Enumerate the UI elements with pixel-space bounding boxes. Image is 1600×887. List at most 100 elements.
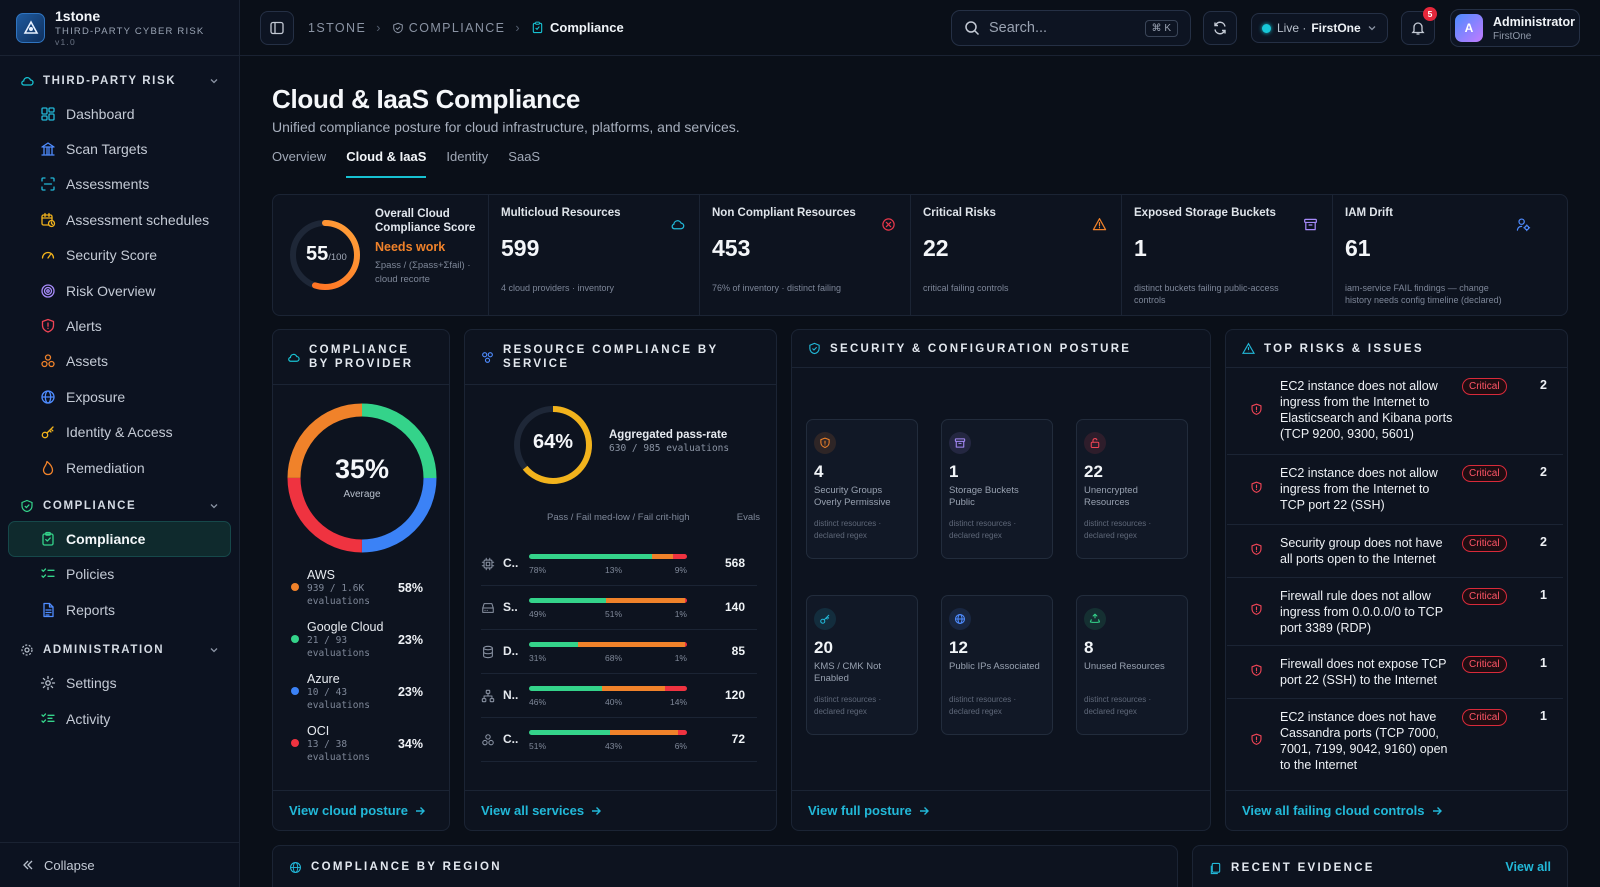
sidebar-item-exposure[interactable]: Exposure (0, 379, 239, 414)
view-all-evidence-link[interactable]: View all (1505, 860, 1551, 874)
sidebar-item-reports[interactable]: Reports (0, 592, 239, 627)
kpi-card-iam-drift[interactable]: IAM Drift 61 iam-service FAIL findings — c… (1333, 195, 1545, 315)
toggle-sidebar-button[interactable] (260, 10, 294, 45)
warning-triangle-icon (1242, 342, 1255, 354)
search-input[interactable]: Search... ⌘ K (951, 10, 1191, 46)
sidebar-item-settings[interactable]: Settings (0, 665, 239, 700)
tab-cloud-iaas[interactable]: Cloud & IaaS (346, 149, 427, 178)
sidebar-item-policies[interactable]: Policies (0, 557, 239, 592)
risk-item[interactable]: Firewall does not expose TCP port 22 (SS… (1227, 646, 1563, 699)
provider-row-aws[interactable]: AWS 939 / 1.6K evaluations 58% (291, 568, 423, 608)
service-row[interactable]: D.. 31% 68% 1% 85 (481, 630, 757, 674)
environment-selector[interactable]: Live · FirstOne (1251, 13, 1388, 43)
bar-segment-fail-med-low (605, 598, 686, 603)
provider-row-oci[interactable]: OCI 13 / 38 evaluations 34% (291, 724, 423, 764)
section-compliance[interactable]: COMPLIANCE (0, 495, 239, 517)
panel-title: TOP RISKS & ISSUES (1264, 342, 1424, 355)
breadcrumb-root[interactable]: 1STONE (308, 20, 367, 35)
posture-tile-security-groups-overly-permissive[interactable]: 4 Security Groups Overly Permissive distin… (806, 419, 918, 559)
posture-tile-kms-cmk-not-enabled[interactable]: 20 KMS / CMK Not Enabled distinct resource… (806, 595, 918, 735)
risk-count: 1 (1540, 588, 1547, 602)
avatar: A (1455, 14, 1483, 42)
risk-count: 2 (1540, 465, 1547, 479)
section-third-party-risk[interactable]: THIRD-PARTY RISK (0, 70, 239, 92)
brand-logo-icon[interactable] (16, 12, 46, 43)
service-label: C.. (503, 556, 519, 570)
sidebar-item-security-score[interactable]: Security Score (0, 238, 239, 273)
kpi-value: 22 (923, 235, 949, 261)
risk-text: Security group does not have all ports o… (1280, 536, 1443, 566)
service-evals: 85 (731, 644, 745, 658)
sidebar-item-assessment-schedules[interactable]: Assessment schedules (0, 202, 239, 237)
sidebar-item-alerts[interactable]: Alerts (0, 308, 239, 343)
risk-item[interactable]: EC2 instance does not have Cassandra por… (1227, 699, 1563, 785)
x-circle-icon (882, 218, 895, 231)
overall-score-card[interactable]: 55 /100 Overall Cloud Compliance Score N… (273, 195, 489, 315)
brand-version: v1.0 (55, 36, 76, 47)
pass-rate-gauge (514, 406, 592, 484)
tab-saas[interactable]: SaaS (508, 149, 541, 164)
risk-item[interactable]: EC2 instance does not allow ingress from… (1227, 368, 1563, 455)
service-row[interactable]: C.. 51% 43% 6% 72 (481, 718, 757, 762)
kpi-card-non-compliant-resources[interactable]: Non Compliant Resources 453 76% of invento… (700, 195, 911, 315)
view-all-services-link[interactable]: View all services (465, 790, 776, 830)
pass-rate-sub: 630 / 985 evaluations (609, 443, 730, 454)
sidebar-item-dashboard[interactable]: Dashboard (0, 96, 239, 131)
provider-row-azure[interactable]: Azure 10 / 43 evaluations 23% (291, 672, 423, 712)
breadcrumb-compliance[interactable]: COMPLIANCE (408, 20, 506, 35)
breadcrumb: 1STONE › COMPLIANCE › (308, 21, 531, 35)
sidebar-item-identity-access[interactable]: Identity & Access (0, 415, 239, 450)
posture-tile-unencrypted-resources[interactable]: 22 Unencrypted Resources distinct resource… (1076, 419, 1188, 559)
view-all-failing-controls-link[interactable]: View all failing cloud controls (1226, 790, 1567, 830)
risk-count: 2 (1540, 378, 1547, 392)
fail-med-percent: 40% (605, 697, 623, 707)
sidebar-item-activity[interactable]: Activity (0, 701, 239, 736)
sidebar-item-risk-overview[interactable]: Risk Overview (0, 273, 239, 308)
provider-row-google-cloud[interactable]: Google Cloud 21 / 93 evaluations 23% (291, 620, 423, 660)
view-full-posture-link[interactable]: View full posture (792, 790, 1210, 830)
kpi-card-exposed-storage-buckets[interactable]: Exposed Storage Buckets 1 distinct buckets… (1122, 195, 1333, 315)
panel-title: RESOURCE COMPLIANCE BY SERVICE (503, 344, 719, 370)
service-row[interactable]: S.. 49% 51% 1% 140 (481, 586, 757, 630)
notifications-button[interactable]: 5 (1401, 7, 1437, 45)
tab-overview[interactable]: Overview (272, 149, 327, 164)
service-row[interactable]: N.. 46% 40% 14% 120 (481, 674, 757, 718)
score-formula: Σpass / (Σpass+Σfail) · cloud recorte (375, 260, 471, 285)
pass-rate-value: 64% (532, 431, 574, 453)
sidebar-item-remediation[interactable]: Remediation (0, 450, 239, 485)
file-text-icon (43, 602, 54, 617)
list-checks-icon (41, 568, 55, 579)
refresh-icon (1214, 21, 1226, 35)
risk-item[interactable]: Firewall rule does not allow ingress fro… (1227, 578, 1563, 646)
bar-segment-pass (529, 642, 578, 647)
refresh-button[interactable] (1203, 11, 1237, 45)
tile-label: Public IPs Associated (949, 661, 1040, 672)
posture-tile-public-ips-associated[interactable]: 12 Public IPs Associated distinct resource… (941, 595, 1053, 735)
risk-item[interactable]: Security group does not have all ports o… (1227, 525, 1563, 578)
kpi-card-critical-risks[interactable]: Critical Risks 22 critical failing control… (911, 195, 1122, 315)
service-evals: 568 (724, 556, 745, 570)
service-row[interactable]: C.. 78% 13% 9% 568 (481, 542, 757, 586)
user-menu[interactable]: A Administrator FirstOne (1450, 9, 1580, 47)
collapse-button[interactable]: Collapse (0, 842, 239, 887)
bar-segment-pass (529, 554, 653, 559)
breadcrumb-separator: › (515, 20, 521, 35)
boxes-icon (41, 354, 55, 368)
tab-identity[interactable]: Identity (446, 149, 489, 164)
risk-item[interactable]: EC2 instance does not allow ingress from… (1227, 455, 1563, 525)
sidebar-item-compliance[interactable]: Compliance (8, 521, 231, 557)
sidebar-item-assets[interactable]: Assets (0, 344, 239, 379)
view-cloud-posture-link[interactable]: View cloud posture (273, 790, 449, 830)
tab-bar: Overview Cloud & IaaS Identity SaaS (272, 149, 560, 178)
posture-tile-unused-resources[interactable]: 8 Unused Resources distinct resources · de… (1076, 595, 1188, 735)
kpi-card-multicloud-resources[interactable]: Multicloud Resources 599 4 cloud providers… (489, 195, 700, 315)
kpi-subtext: iam-service FAIL findings — change histo… (1345, 283, 1502, 305)
posture-tile-storage-buckets-public[interactable]: 1 Storage Buckets Public distinct resource… (941, 419, 1053, 559)
risk-count: 1 (1540, 656, 1547, 670)
section-administration[interactable]: ADMINISTRATION (0, 639, 239, 661)
severity-badge: Critical (1462, 535, 1507, 552)
sidebar-item-scan-targets[interactable]: Scan Targets (0, 131, 239, 166)
notification-badge: 5 (1423, 7, 1437, 21)
archive-icon (954, 438, 966, 448)
sidebar-item-assessments[interactable]: Assessments (0, 167, 239, 202)
